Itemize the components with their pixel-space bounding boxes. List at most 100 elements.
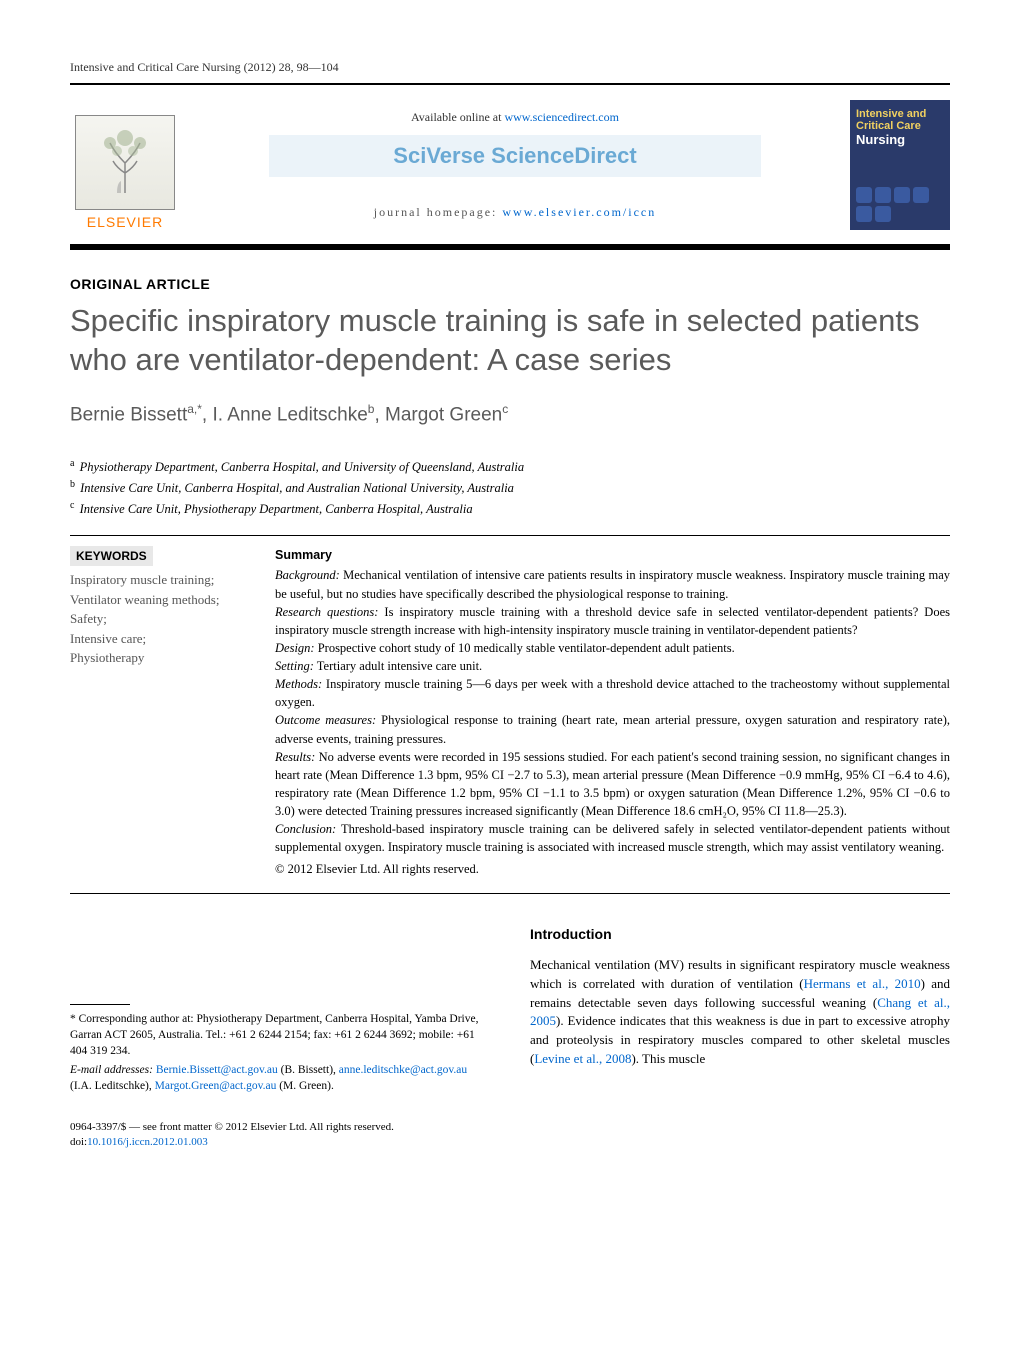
abstract-head: Summary bbox=[275, 546, 950, 564]
doi-label: doi: bbox=[70, 1136, 87, 1148]
corr-text: Corresponding author at: Physiotherapy D… bbox=[70, 1013, 479, 1057]
intro-head: Introduction bbox=[530, 924, 950, 944]
kw-3: Safety; bbox=[70, 609, 245, 629]
article-title: Specific inspiratory muscle training is … bbox=[70, 302, 950, 380]
cover-line1: Intensive and bbox=[856, 108, 944, 120]
aff-text-b: Intensive Care Unit, Canberra Hospital, … bbox=[80, 481, 514, 495]
abs-methods: Methods: Inspiratory muscle training 5—6… bbox=[275, 675, 950, 711]
abs-design-text: Prospective cohort study of 10 medically… bbox=[315, 641, 735, 655]
author-1: Bernie Bissett bbox=[70, 404, 187, 425]
keywords-abstract-row: KEYWORDS Inspiratory muscle training; Ve… bbox=[70, 546, 950, 878]
abs-setting: Setting: Tertiary adult intensive care u… bbox=[275, 657, 950, 675]
email-label: E-mail addresses: bbox=[70, 1064, 156, 1076]
abs-design: Design: Prospective cohort study of 10 m… bbox=[275, 639, 950, 657]
kw-2: Ventilator weaning methods; bbox=[70, 590, 245, 610]
abs-conclusion-text: Threshold-based inspiratory muscle train… bbox=[275, 822, 950, 854]
abs-copyright: © 2012 Elsevier Ltd. All rights reserved… bbox=[275, 860, 950, 878]
abs-design-label: Design: bbox=[275, 641, 315, 655]
right-column: Introduction Mechanical ventilation (MV)… bbox=[530, 924, 950, 1094]
abs-setting-label: Setting: bbox=[275, 659, 314, 673]
article-type: ORIGINAL ARTICLE bbox=[70, 276, 950, 292]
corr-star: * bbox=[70, 1013, 79, 1025]
author-1-aff: a,* bbox=[187, 402, 202, 416]
left-column: * Corresponding author at: Physiotherapy… bbox=[70, 924, 490, 1094]
kw-5: Physiotherapy bbox=[70, 648, 245, 668]
email-2[interactable]: anne.leditschke@act.gov.au bbox=[339, 1064, 467, 1076]
cover-line2: Critical Care bbox=[856, 120, 944, 132]
affiliation-b: b Intensive Care Unit, Canberra Hospital… bbox=[70, 477, 950, 498]
keywords-box: KEYWORDS Inspiratory muscle training; Ve… bbox=[70, 546, 245, 878]
abs-methods-label: Methods: bbox=[275, 677, 322, 691]
elsevier-tree-icon bbox=[75, 115, 175, 210]
affiliation-a: a Physiotherapy Department, Canberra Hos… bbox=[70, 456, 950, 477]
sciencedirect-link[interactable]: www.sciencedirect.com bbox=[504, 110, 619, 124]
keywords-head: KEYWORDS bbox=[70, 546, 153, 566]
abs-conclusion-label: Conclusion: bbox=[275, 822, 336, 836]
abs-results-label: Results: bbox=[275, 750, 315, 764]
footer-doi: doi:10.1016/j.iccn.2012.01.003 bbox=[70, 1135, 950, 1150]
aff-sup-c: c bbox=[70, 500, 74, 511]
abs-setting-text: Tertiary adult intensive care unit. bbox=[314, 659, 482, 673]
aff-sup-b: b bbox=[70, 479, 75, 490]
running-head: Intensive and Critical Care Nursing (201… bbox=[70, 60, 950, 75]
sciverse-bar: SciVerse ScienceDirect bbox=[269, 135, 760, 177]
author-2: I. Anne Leditschke bbox=[212, 404, 367, 425]
sciverse-text: SciVerse ScienceDirect bbox=[393, 143, 636, 168]
corr-rule bbox=[70, 1004, 130, 1005]
corresponding-note: * Corresponding author at: Physiotherapy… bbox=[70, 1011, 490, 1059]
author-3: Margot Green bbox=[385, 404, 502, 425]
author-2-aff: b bbox=[368, 402, 375, 416]
cover-line3: Nursing bbox=[856, 132, 944, 147]
abs-research-q: Research questions: Is inspiratory muscl… bbox=[275, 603, 950, 639]
elsevier-logo: ELSEVIER bbox=[70, 100, 180, 230]
journal-homepage: journal homepage: www.elsevier.com/iccn bbox=[200, 205, 830, 220]
ref-hermans[interactable]: Hermans et al., 2010 bbox=[804, 976, 921, 991]
abs-background-label: Background: bbox=[275, 568, 340, 582]
abs-background-text: Mechanical ventilation of intensive care… bbox=[275, 568, 950, 600]
abs-conclusion: Conclusion: Threshold-based inspiratory … bbox=[275, 820, 950, 856]
email-3[interactable]: Margot.Green@act.gov.au bbox=[155, 1080, 277, 1092]
available-online: Available online at www.sciencedirect.co… bbox=[200, 110, 830, 125]
cover-icon-cluster bbox=[856, 187, 944, 222]
doi-link[interactable]: 10.1016/j.iccn.2012.01.003 bbox=[87, 1136, 208, 1148]
abs-methods-text: Inspiratory muscle training 5—6 days per… bbox=[275, 677, 950, 709]
affiliations: a Physiotherapy Department, Canberra Hos… bbox=[70, 456, 950, 519]
email-addresses: E-mail addresses: Bernie.Bissett@act.gov… bbox=[70, 1062, 490, 1094]
email-2-who: (I.A. Leditschke), bbox=[70, 1080, 155, 1092]
abs-background: Background: Mechanical ventilation of in… bbox=[275, 566, 950, 602]
abstract-box: Summary Background: Mechanical ventilati… bbox=[275, 546, 950, 878]
available-online-text: Available online at bbox=[411, 110, 504, 124]
thick-rule bbox=[70, 244, 950, 250]
abs-outcomes-label: Outcome measures: bbox=[275, 713, 376, 727]
header-block: ELSEVIER Available online at www.science… bbox=[70, 100, 950, 230]
intro-para: Mechanical ventilation (MV) results in s… bbox=[530, 956, 950, 1069]
keywords-list: Inspiratory muscle training; Ventilator … bbox=[70, 570, 245, 668]
journal-cover-thumb: Intensive and Critical Care Nursing bbox=[850, 100, 950, 230]
abs-outcomes: Outcome measures: Physiological response… bbox=[275, 711, 950, 747]
lower-columns: * Corresponding author at: Physiotherapy… bbox=[70, 924, 950, 1094]
elsevier-wordmark: ELSEVIER bbox=[87, 214, 163, 230]
footer: 0964-3397/$ — see front matter © 2012 El… bbox=[70, 1120, 950, 1151]
email-3-who: (M. Green). bbox=[276, 1080, 333, 1092]
abs-results: Results: No adverse events were recorded… bbox=[275, 748, 950, 821]
email-1-who: (B. Bissett), bbox=[278, 1064, 339, 1076]
journal-home-label: journal homepage: bbox=[374, 205, 503, 219]
email-1[interactable]: Bernie.Bissett@act.gov.au bbox=[156, 1064, 278, 1076]
abs-outcomes-text: Physiological response to training (hear… bbox=[275, 713, 950, 745]
aff-text-c: Intensive Care Unit, Physiotherapy Depar… bbox=[80, 502, 473, 516]
aff-sup-a: a bbox=[70, 458, 74, 469]
journal-home-link[interactable]: www.elsevier.com/iccn bbox=[502, 205, 656, 219]
footer-line1: 0964-3397/$ — see front matter © 2012 El… bbox=[70, 1120, 950, 1135]
kw-4: Intensive care; bbox=[70, 629, 245, 649]
intro-end: ). This muscle bbox=[631, 1051, 705, 1066]
affiliation-c: c Intensive Care Unit, Physiotherapy Dep… bbox=[70, 498, 950, 519]
kw-1: Inspiratory muscle training; bbox=[70, 570, 245, 590]
aff-text-a: Physiotherapy Department, Canberra Hospi… bbox=[80, 460, 525, 474]
hr-below-abstract bbox=[70, 893, 950, 894]
top-rule bbox=[70, 83, 950, 85]
abs-rq-label: Research questions: bbox=[275, 605, 378, 619]
authors: Bernie Bissetta,*, I. Anne Leditschkeb, … bbox=[70, 402, 950, 426]
abs-results-text: No adverse events were recorded in 195 s… bbox=[275, 750, 950, 818]
header-center: Available online at www.sciencedirect.co… bbox=[200, 110, 830, 220]
ref-levine[interactable]: Levine et al., 2008 bbox=[534, 1051, 631, 1066]
